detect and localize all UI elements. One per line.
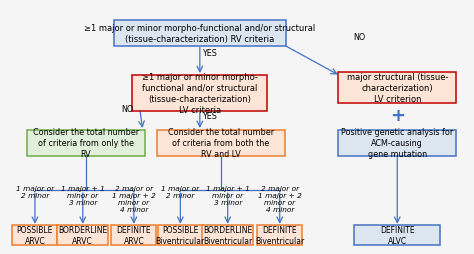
Text: DEFINITE
Biventricular: DEFINITE Biventricular [255, 225, 304, 245]
Text: +: + [390, 107, 405, 125]
Text: 1 major + 1
minor or
3 minor: 1 major + 1 minor or 3 minor [61, 186, 105, 206]
Text: 1 major or
2 minor: 1 major or 2 minor [161, 186, 200, 199]
FancyBboxPatch shape [27, 130, 145, 156]
FancyBboxPatch shape [57, 226, 108, 245]
Text: YES: YES [202, 111, 217, 120]
FancyBboxPatch shape [202, 226, 253, 245]
Text: DEFINITE
ALVC: DEFINITE ALVC [380, 225, 415, 245]
FancyBboxPatch shape [257, 226, 302, 245]
FancyBboxPatch shape [132, 75, 267, 112]
FancyBboxPatch shape [157, 130, 284, 156]
Text: YES: YES [202, 49, 217, 58]
Text: BORDERLINE
ARVC: BORDERLINE ARVC [58, 225, 108, 245]
Text: Consider the total number
of criteria from both the
RV and LV: Consider the total number of criteria fr… [168, 128, 274, 159]
Text: Consider the total number
of criteria from only the
RV: Consider the total number of criteria fr… [33, 128, 139, 159]
Text: POSSIBLE
Biventricular: POSSIBLE Biventricular [155, 225, 205, 245]
Text: DEFINITE
ARVC: DEFINITE ARVC [117, 225, 151, 245]
FancyBboxPatch shape [354, 226, 440, 245]
Text: ≥1 major or minor morpho-
functional and/or structural
(tissue-characterization): ≥1 major or minor morpho- functional and… [142, 72, 258, 115]
Text: major structural (tissue-
characterization)
LV criterion: major structural (tissue- characterizati… [346, 73, 448, 104]
FancyBboxPatch shape [12, 226, 57, 245]
Text: 2 major or
1 major + 2
minor or
4 minor: 2 major or 1 major + 2 minor or 4 minor [112, 186, 156, 213]
FancyBboxPatch shape [158, 226, 203, 245]
Text: POSSIBLE
ARVC: POSSIBLE ARVC [17, 225, 53, 245]
Text: ≥1 major or minor morpho-functional and/or structural
(tissue-characterization) : ≥1 major or minor morpho-functional and/… [84, 24, 316, 44]
Text: BORDERLINE
Biventricular: BORDERLINE Biventricular [203, 225, 252, 245]
Text: NO: NO [353, 33, 365, 42]
FancyBboxPatch shape [111, 226, 156, 245]
FancyBboxPatch shape [338, 73, 456, 104]
Text: Positive genetic analysis for
ACM-causing
gene mutation: Positive genetic analysis for ACM-causin… [341, 128, 454, 159]
FancyBboxPatch shape [338, 130, 456, 156]
FancyBboxPatch shape [114, 21, 286, 47]
Text: 1 major + 1
minor or
3 minor: 1 major + 1 minor or 3 minor [206, 186, 250, 206]
Text: NO: NO [121, 105, 133, 114]
Text: 2 major or
1 major + 2
minor or
4 minor: 2 major or 1 major + 2 minor or 4 minor [258, 186, 301, 213]
Text: 1 major or
2 minor: 1 major or 2 minor [16, 186, 54, 199]
